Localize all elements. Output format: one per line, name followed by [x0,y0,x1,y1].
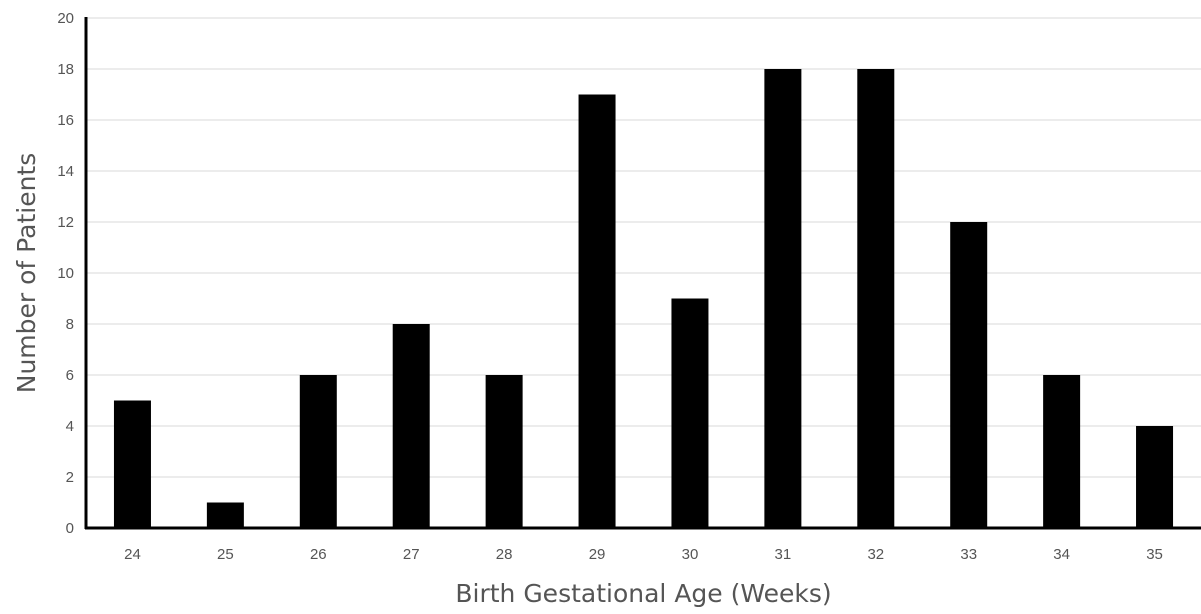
x-tick-label: 32 [867,546,884,563]
bar-33 [950,222,988,528]
x-tick-label: 27 [403,546,420,563]
bars [113,69,1174,528]
y-tick-labels: 0 2 4 6 8 10 12 14 16 18 20 [57,10,74,537]
x-tick-label: 35 [1146,546,1163,563]
x-tick-labels: 24 25 26 27 28 29 30 31 32 33 34 35 [124,546,1163,563]
bar-26 [299,375,337,528]
x-tick-label: 34 [1053,546,1070,563]
y-tick-label: 4 [66,418,74,435]
y-tick-label: 14 [57,163,74,180]
y-tick-label: 16 [57,112,74,129]
bar-29 [578,94,616,528]
x-tick-label: 33 [960,546,977,563]
x-tick-label: 28 [496,546,513,563]
y-tick-label: 2 [66,469,74,486]
bar-24 [113,400,151,528]
x-tick-label: 24 [124,546,141,563]
bar-34 [1043,375,1081,528]
axes [84,17,1201,530]
bar-35 [1136,426,1174,528]
bar-31 [764,69,802,528]
gridlines [86,17,1201,478]
bar-25 [206,502,244,528]
x-tick-label: 30 [682,546,699,563]
x-tick-label: 26 [310,546,327,563]
y-tick-label: 18 [57,61,74,78]
y-axis-title: Number of Patients [12,153,41,394]
bar-27 [392,324,430,528]
x-tick-label: 25 [217,546,234,563]
x-tick-label: 31 [775,546,792,563]
y-tick-label: 0 [66,520,74,537]
bar-32 [857,69,895,528]
y-tick-label: 12 [57,214,74,231]
x-tick-label: 29 [589,546,606,563]
y-tick-label: 6 [66,367,74,384]
y-tick-label: 20 [57,10,74,27]
y-tick-label: 10 [57,265,74,282]
bar-28 [485,375,523,528]
x-axis-title: Birth Gestational Age (Weeks) [455,579,831,608]
bar-30 [671,298,709,528]
y-tick-label: 8 [66,316,74,333]
